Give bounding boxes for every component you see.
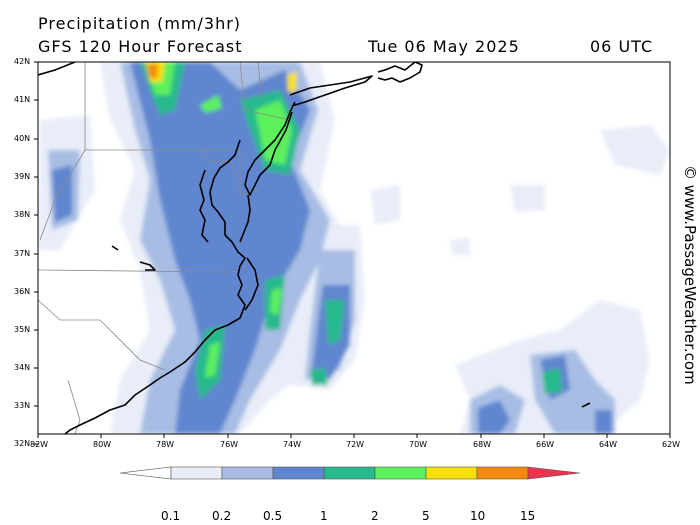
colorbar-bin-2 [374,466,427,480]
precip-layer-10 [147,64,158,78]
lat-label-42n: 42N [14,57,31,66]
map-title: Precipitation (mm/3hr) [38,14,242,33]
colorbar-label-15: 15 [520,509,536,523]
lon-label-76w: 76W [220,440,239,449]
lon-label-72w: 72W [346,440,365,449]
lon-label-68w: 68W [473,440,492,449]
lat-label-41n: 41N [14,95,31,104]
colorbar-bin-5 [425,466,478,480]
forecast-time: 06 UTC [590,37,654,56]
lat-label-37n: 37N [14,249,31,258]
lon-label-64w: 64W [599,440,618,449]
state-borders [38,62,291,434]
colorbar-high-arrow [527,466,581,480]
lon-label-70w: 70W [409,440,428,449]
colorbar-bin-10 [476,466,529,480]
colorbar-label-5: 5 [422,509,430,523]
colorbar-bin-0-2 [221,466,274,480]
lon-label-80w: 80W [93,440,112,449]
lon-label-82w: 82W [30,440,49,449]
axis-ticks [34,61,671,445]
lat-label-35n: 35N [14,325,31,334]
precip-fields [38,62,670,434]
colorbar-bin-1 [323,466,376,480]
lon-label-74w: 74W [283,440,302,449]
colorbar-bin-0-5 [272,466,325,480]
lon-label-66w: 66W [536,440,555,449]
lat-label-39n: 39N [14,172,31,181]
lat-label-38n: 38N [14,210,31,219]
forecast-date: Tue 06 May 2025 [368,37,520,56]
lon-label-62w: 62W [662,440,681,449]
lat-label-40n: 40N [14,134,31,143]
watermark-url: © www.PassageWeather.com [681,165,699,385]
lat-label-33n: 33N [14,401,31,410]
lat-label-36n: 36N [14,287,31,296]
colorbar-label-2: 2 [371,509,379,523]
colorbar [119,466,581,480]
colorbar-label-0-2: 0.2 [212,509,232,523]
lon-label-78w: 78W [156,440,175,449]
coastline [38,62,591,434]
forecast-model: GFS 120 Hour Forecast [38,37,243,56]
lat-label-32n: 32N [14,439,31,448]
colorbar-bin-0-1 [170,466,223,480]
colorbar-low-arrow [119,466,172,480]
lat-label-34n: 34N [14,363,31,372]
colorbar-label-0-5: 0.5 [263,509,283,523]
colorbar-label-10: 10 [470,509,486,523]
colorbar-label-0-1: 0.1 [161,509,181,523]
colorbar-label-1: 1 [320,509,328,523]
